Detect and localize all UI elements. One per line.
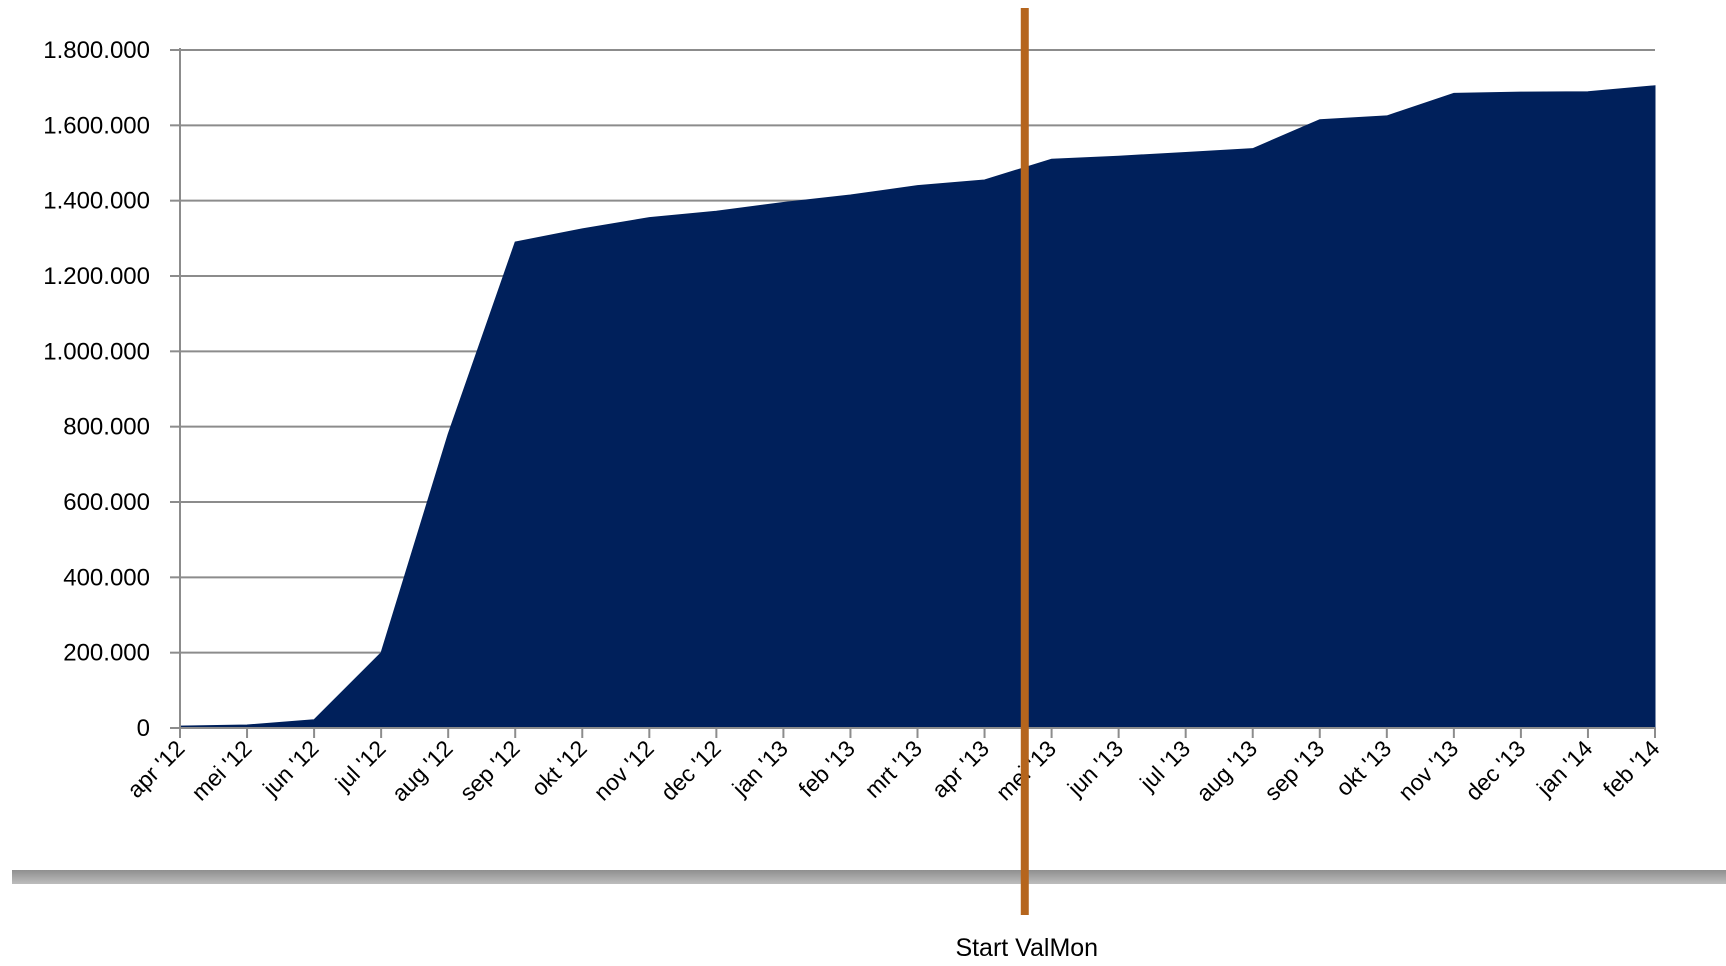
- area-series: [179, 85, 1656, 729]
- y-tick-label: 1.400.000: [43, 188, 150, 215]
- y-tick-label: 1.000.000: [43, 338, 150, 365]
- x-tick-label: aug '13: [1191, 735, 1262, 806]
- x-tick-label: feb '14: [1598, 735, 1665, 802]
- area-fill: [179, 85, 1656, 729]
- annotation: Start ValMon: [955, 8, 1098, 962]
- y-tick-label: 1.800.000: [43, 37, 150, 64]
- x-tick-label: okt '12: [526, 735, 592, 801]
- bottom-shadow-bar: [12, 870, 1726, 884]
- y-tick-label: 800.000: [63, 414, 150, 441]
- y-tick-label: 600.000: [63, 489, 150, 516]
- x-tick-label: mei '12: [186, 735, 256, 805]
- x-tick-label: sep '13: [1259, 735, 1329, 805]
- x-tick-label: dec '12: [656, 735, 726, 805]
- start-valmon-label: Start ValMon: [955, 934, 1098, 962]
- y-axis-ticks: 0 200.000 400.000 600.000 800.000 1.000.000 1.…: [43, 37, 180, 742]
- x-tick-label: sep '12: [454, 735, 524, 805]
- x-tick-label: feb '13: [793, 735, 860, 802]
- x-tick-label: nov '12: [589, 735, 659, 805]
- x-tick-label: aug '12: [386, 735, 457, 806]
- x-tick-label: jun '12: [257, 735, 324, 802]
- x-tick-label: apr '12: [122, 735, 190, 803]
- y-tick-label: 1.600.000: [43, 112, 150, 139]
- x-tick-label: jan '13: [726, 735, 793, 802]
- y-tick-label: 400.000: [63, 564, 150, 591]
- x-tick-label: mrt '13: [859, 735, 927, 803]
- x-tick-label: jun '13: [1062, 735, 1129, 802]
- y-tick-label: 1.200.000: [43, 263, 150, 290]
- x-tick-label: nov '13: [1393, 735, 1463, 805]
- x-tick-label: jul '13: [1134, 735, 1195, 796]
- x-tick-label: dec '13: [1460, 735, 1530, 805]
- y-tick-label: 200.000: [63, 640, 150, 667]
- x-tick-label: jul '12: [330, 735, 391, 796]
- x-tick-label: apr '13: [926, 735, 994, 803]
- x-tick-label: jan '14: [1531, 735, 1598, 802]
- x-tick-label: okt '13: [1331, 735, 1397, 801]
- y-tick-label: 0: [137, 715, 150, 742]
